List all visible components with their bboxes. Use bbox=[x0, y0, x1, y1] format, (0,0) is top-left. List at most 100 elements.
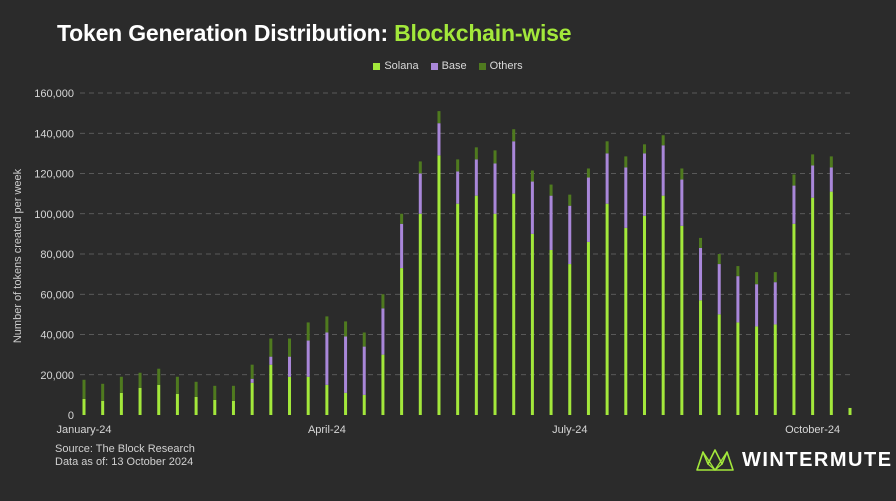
bar-segment-others bbox=[829, 156, 833, 168]
y-tick-label: 120,000 bbox=[34, 169, 74, 181]
brand-name: WINTERMUTE bbox=[742, 448, 893, 471]
bar-segment-solana bbox=[736, 322, 740, 415]
bar-segment-base bbox=[586, 177, 590, 242]
bar-segment-solana bbox=[250, 382, 254, 415]
bar-segment-others bbox=[456, 159, 460, 172]
title-main: Token Generation Distribution: bbox=[57, 20, 395, 46]
bar-segment-solana bbox=[512, 193, 516, 416]
bar-segment-solana bbox=[474, 195, 478, 415]
bar-segment-base bbox=[642, 153, 646, 216]
bar-segment-others bbox=[605, 141, 609, 154]
bar-segment-others bbox=[213, 385, 217, 400]
bar-segment-others bbox=[269, 338, 273, 357]
bar-segment-solana bbox=[792, 223, 796, 415]
bar-segment-base bbox=[792, 185, 796, 224]
legend-swatch-solana bbox=[373, 62, 381, 70]
bar-segment-solana bbox=[119, 392, 123, 415]
bar-segment-base bbox=[717, 264, 721, 315]
legend-item-others: Others bbox=[478, 60, 523, 72]
y-tick-label: 60,000 bbox=[40, 289, 74, 301]
bar-segment-solana bbox=[848, 407, 852, 415]
bar-segment-others bbox=[530, 170, 534, 182]
bar-segment-base bbox=[456, 171, 460, 204]
bar-segment-solana bbox=[418, 213, 422, 415]
chart-title: Token Generation Distribution: Blockchai… bbox=[57, 20, 572, 47]
bar-segment-others bbox=[119, 376, 123, 393]
bar-segment-solana bbox=[755, 326, 759, 415]
bar-segment-others bbox=[699, 237, 703, 248]
bar-segment-solana bbox=[82, 398, 86, 415]
bar-segment-solana bbox=[306, 376, 310, 415]
bar-segment-solana bbox=[624, 227, 628, 415]
bar-segment-solana bbox=[530, 233, 534, 416]
bar-segment-others bbox=[101, 383, 105, 401]
bar-segment-base bbox=[829, 167, 833, 192]
title-accent: Blockchain-wise bbox=[394, 20, 572, 46]
bar-segment-others bbox=[661, 135, 665, 146]
bar-segment-solana bbox=[231, 400, 235, 415]
bar-segment-base bbox=[755, 284, 759, 327]
bar-segment-base bbox=[400, 223, 404, 269]
bar-segment-others bbox=[493, 150, 497, 164]
bar-segment-others bbox=[624, 156, 628, 168]
bar-segment-solana bbox=[586, 241, 590, 415]
bar-segment-solana bbox=[288, 376, 292, 415]
bar-segment-base bbox=[344, 336, 348, 393]
legend-item-base: Base bbox=[430, 60, 467, 72]
bar-segment-base bbox=[699, 247, 703, 301]
legend-swatch-base bbox=[430, 62, 438, 70]
bar-segment-others bbox=[288, 338, 292, 357]
source-note: Source: The Block Research bbox=[55, 443, 195, 455]
bar-segment-others bbox=[325, 316, 329, 333]
bar-segment-others bbox=[344, 321, 348, 337]
bar-segment-base bbox=[680, 179, 684, 226]
bar-segment-solana bbox=[717, 314, 721, 416]
bar-segment-solana bbox=[194, 396, 198, 415]
footer: Source: The Block Research Data as of: 1… bbox=[55, 443, 195, 469]
bar-segment-others bbox=[250, 364, 254, 379]
bar-segment-solana bbox=[437, 155, 441, 415]
bar-segment-solana bbox=[661, 195, 665, 415]
bar-segment-base bbox=[549, 195, 553, 250]
bar-segment-others bbox=[138, 372, 142, 388]
legend-label-base: Base bbox=[441, 60, 467, 72]
as-of-note: Data as of: 13 October 2024 bbox=[55, 456, 194, 468]
bar-segment-others bbox=[194, 381, 198, 397]
bar-segment-solana bbox=[175, 393, 179, 415]
y-tick-label: 80,000 bbox=[40, 249, 74, 261]
bar-segment-solana bbox=[642, 215, 646, 415]
bar-segment-others bbox=[437, 111, 441, 124]
legend-swatch-others bbox=[478, 62, 486, 70]
bar-segment-solana bbox=[811, 197, 815, 415]
bar-segment-base bbox=[661, 145, 665, 196]
bar-segment-solana bbox=[362, 394, 366, 416]
bar-segment-others bbox=[306, 322, 310, 341]
bar-segment-base bbox=[362, 346, 366, 395]
brand: WINTERMUTE bbox=[696, 448, 893, 472]
bar-segment-solana bbox=[605, 203, 609, 415]
bar-segment-others bbox=[175, 376, 179, 394]
wintermute-logo-icon bbox=[696, 449, 734, 472]
bar-segment-solana bbox=[269, 364, 273, 415]
bar-segment-solana bbox=[325, 384, 329, 415]
legend-item-solana: Solana bbox=[373, 60, 419, 72]
bar-segment-others bbox=[755, 272, 759, 285]
bar-segment-base bbox=[325, 332, 329, 385]
bar-segment-others bbox=[231, 385, 235, 401]
bar-segment-solana bbox=[101, 400, 105, 415]
bar-segment-base bbox=[437, 123, 441, 156]
bar-segment-solana bbox=[381, 354, 385, 416]
bar-segment-others bbox=[362, 332, 366, 347]
bar-segment-base bbox=[512, 141, 516, 194]
bar-segment-base bbox=[474, 159, 478, 196]
bar-segment-others bbox=[512, 129, 516, 142]
bar-segment-base bbox=[269, 356, 273, 365]
bar-segment-solana bbox=[493, 213, 497, 415]
y-tick-label: 0 bbox=[68, 410, 74, 422]
bar-segment-base bbox=[306, 340, 310, 377]
y-tick-label: 40,000 bbox=[40, 330, 74, 342]
bar-segment-solana bbox=[456, 203, 460, 415]
bar-segment-others bbox=[680, 168, 684, 180]
bar-segment-solana bbox=[699, 300, 703, 415]
